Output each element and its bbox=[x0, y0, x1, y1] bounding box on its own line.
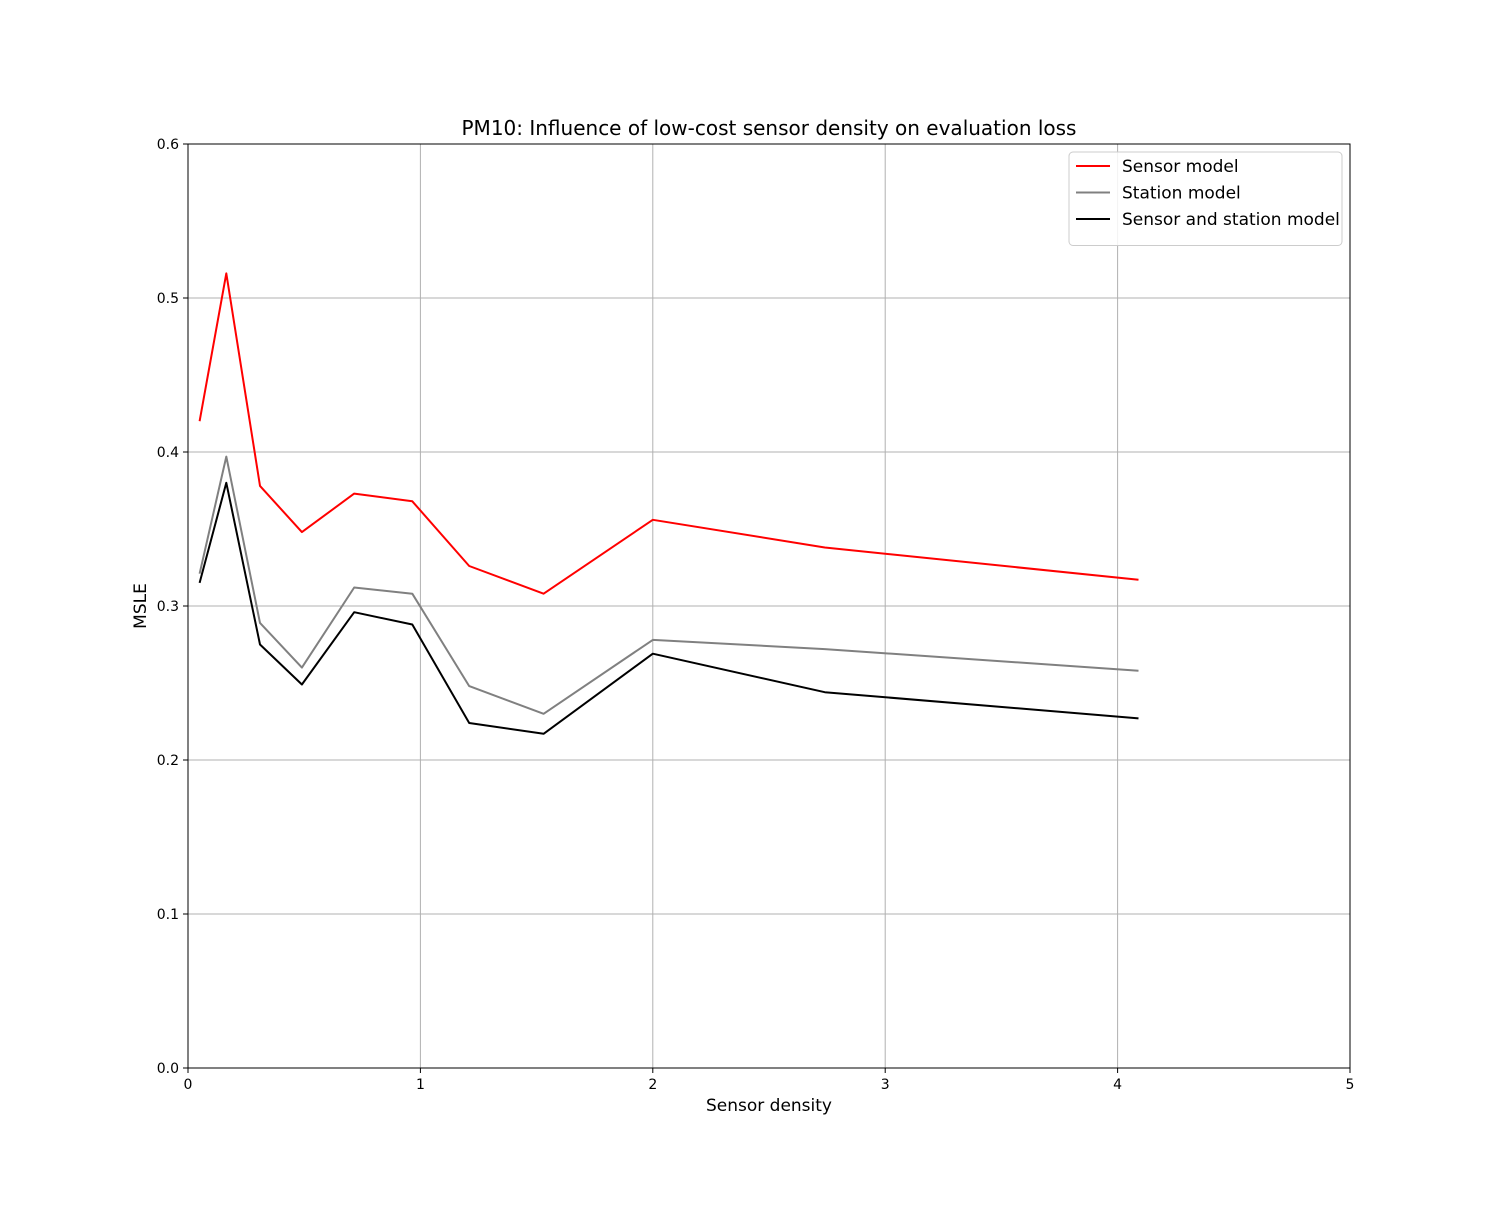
legend-box bbox=[1068, 151, 1343, 246]
chart-title: PM10: Influence of low-cost sensor densi… bbox=[462, 116, 1077, 140]
legend-entry-label: Sensor and station model bbox=[1122, 210, 1340, 230]
series-line-station-model bbox=[198, 455, 1139, 715]
y-tick-label: 0.4 bbox=[157, 445, 179, 461]
series-line-sensor-and-station-model bbox=[198, 481, 1139, 735]
y-tick-label: 0.2 bbox=[157, 753, 179, 769]
y-tick-label: 0.1 bbox=[157, 907, 179, 923]
x-axis-label: Sensor density bbox=[706, 1096, 832, 1116]
x-tick-label: 1 bbox=[416, 1077, 425, 1093]
y-axis-label: MSLE bbox=[131, 583, 151, 629]
legend: Sensor model Station model Sensor and stat… bbox=[1068, 151, 1343, 246]
x-tick-label: 4 bbox=[1113, 1077, 1122, 1093]
legend-entry-label: Sensor model bbox=[1122, 157, 1239, 177]
y-tick-label: 0.0 bbox=[157, 1061, 179, 1077]
axis-ticks: 0 1 2 3 4 5 0.0 0.1 0.2 0.3 0.4 0.5 0.6 bbox=[157, 137, 1355, 1093]
series-line-sensor-model bbox=[198, 272, 1139, 595]
y-tick-label: 0.3 bbox=[157, 599, 179, 615]
series-lines bbox=[198, 272, 1139, 735]
y-tick-label: 0.6 bbox=[157, 137, 179, 153]
legend-entry-label: Station model bbox=[1122, 184, 1241, 204]
x-tick-label: 0 bbox=[184, 1077, 193, 1093]
x-tick-label: 5 bbox=[1346, 1077, 1355, 1093]
x-tick-label: 2 bbox=[648, 1077, 657, 1093]
y-tick-label: 0.5 bbox=[157, 291, 179, 307]
x-tick-label: 3 bbox=[881, 1077, 890, 1093]
